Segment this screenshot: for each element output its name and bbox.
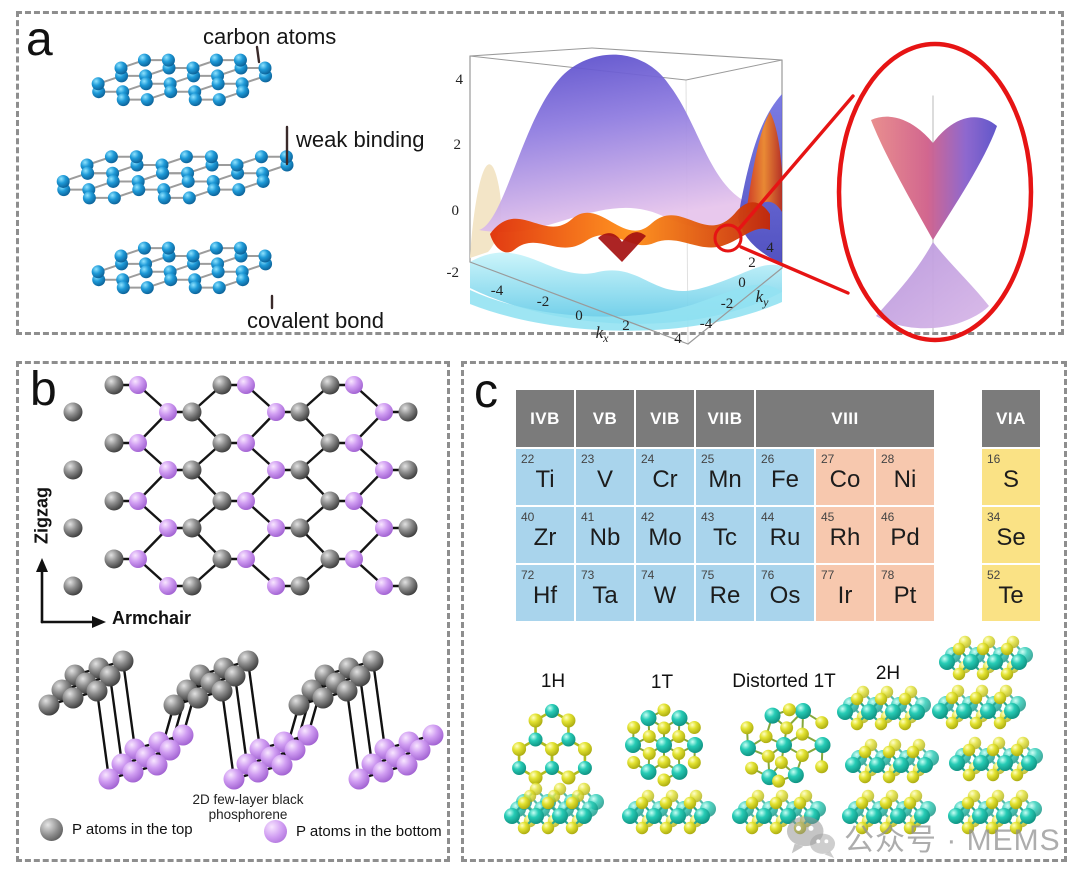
element-cell-zr: 40 Zr <box>516 507 574 563</box>
element-cell-ni: 28 Ni <box>876 449 934 505</box>
armchair-direction-label: Armchair <box>112 608 192 628</box>
panel-a-frame <box>16 11 1064 335</box>
element-cell-re: 75 Re <box>696 565 754 621</box>
phase-label-2h: 2H <box>875 663 901 684</box>
element-cell-pt: 78 Pt <box>876 565 934 621</box>
element-cell-co: 27 Co <box>816 449 874 505</box>
periodic-table-chalcogens: VIA 16 S 34 Se 52 Te <box>982 390 1040 621</box>
phase-label-1t: 1T <box>650 672 674 693</box>
watermark-text: 公众号 · MEMS <box>844 824 1061 857</box>
element-cell-mn: 25 Mn <box>696 449 754 505</box>
panel-c-label: c <box>474 365 498 418</box>
phase-label-1h: 1H <box>540 671 566 692</box>
element-cell-fe: 26 Fe <box>756 449 814 505</box>
panel-a-label: a <box>26 13 53 66</box>
gray-atom-legend-swatch <box>40 818 63 841</box>
element-cell-ru: 44 Ru <box>756 507 814 563</box>
panel-b-label: b <box>30 363 57 416</box>
element-cell-mo: 42 Mo <box>636 507 694 563</box>
element-cell-s: 16 S <box>982 449 1040 505</box>
group-header-ivb: IVB <box>516 390 574 447</box>
phase-label-distorted-1t: Distorted 1T <box>732 671 836 692</box>
element-cell-se: 34 Se <box>982 507 1040 563</box>
purple-atom-legend-swatch <box>264 820 287 843</box>
periodic-table-transition-metals: IVB VB VIB VIIB VIII 22 Ti 23 V 24 Cr 25 Mn 26 Fe 27 Co 2… <box>516 390 934 621</box>
element-cell-v: 23 V <box>576 449 634 505</box>
element-cell-ta: 73 Ta <box>576 565 634 621</box>
group-header-via: VIA <box>982 390 1040 447</box>
group-header-vb: VB <box>576 390 634 447</box>
element-cell-ir: 77 Ir <box>816 565 874 621</box>
element-cell-hf: 72 Hf <box>516 565 574 621</box>
group-header-viib: VIIB <box>696 390 754 447</box>
zigzag-direction-label: Zigzag <box>31 487 52 544</box>
element-cell-ti: 22 Ti <box>516 449 574 505</box>
element-cell-tc: 43 Tc <box>696 507 754 563</box>
wechat-icon <box>786 816 836 859</box>
element-cell-nb: 41 Nb <box>576 507 634 563</box>
covalent-bond-annotation: covalent bond <box>247 308 384 333</box>
legend-label-top-atoms: P atoms in the top <box>72 821 193 838</box>
element-cell-w: 74 W <box>636 565 694 621</box>
element-cell-cr: 24 Cr <box>636 449 694 505</box>
weak-binding-annotation: weak binding <box>296 127 425 152</box>
group-header-viii: VIII <box>756 390 934 447</box>
phosphorene-caption: 2D few-layer black phosphorene <box>192 792 304 822</box>
watermark: 公众号 · MEMS <box>786 814 1061 860</box>
carbon-atoms-annotation: carbon atoms <box>203 24 337 49</box>
element-cell-pd: 46 Pd <box>876 507 934 563</box>
group-header-vib: VIB <box>636 390 694 447</box>
element-cell-te: 52 Te <box>982 565 1040 621</box>
legend-item-top-atoms: P atoms in the top <box>40 818 193 841</box>
element-cell-os: 76 Os <box>756 565 814 621</box>
element-cell-rh: 45 Rh <box>816 507 874 563</box>
panel-c-frame <box>461 361 1067 862</box>
legend-item-bottom-atoms: P atoms in the bottom <box>264 820 442 843</box>
panel-b-frame <box>16 361 450 862</box>
legend-label-bottom-atoms: P atoms in the bottom <box>296 823 442 840</box>
